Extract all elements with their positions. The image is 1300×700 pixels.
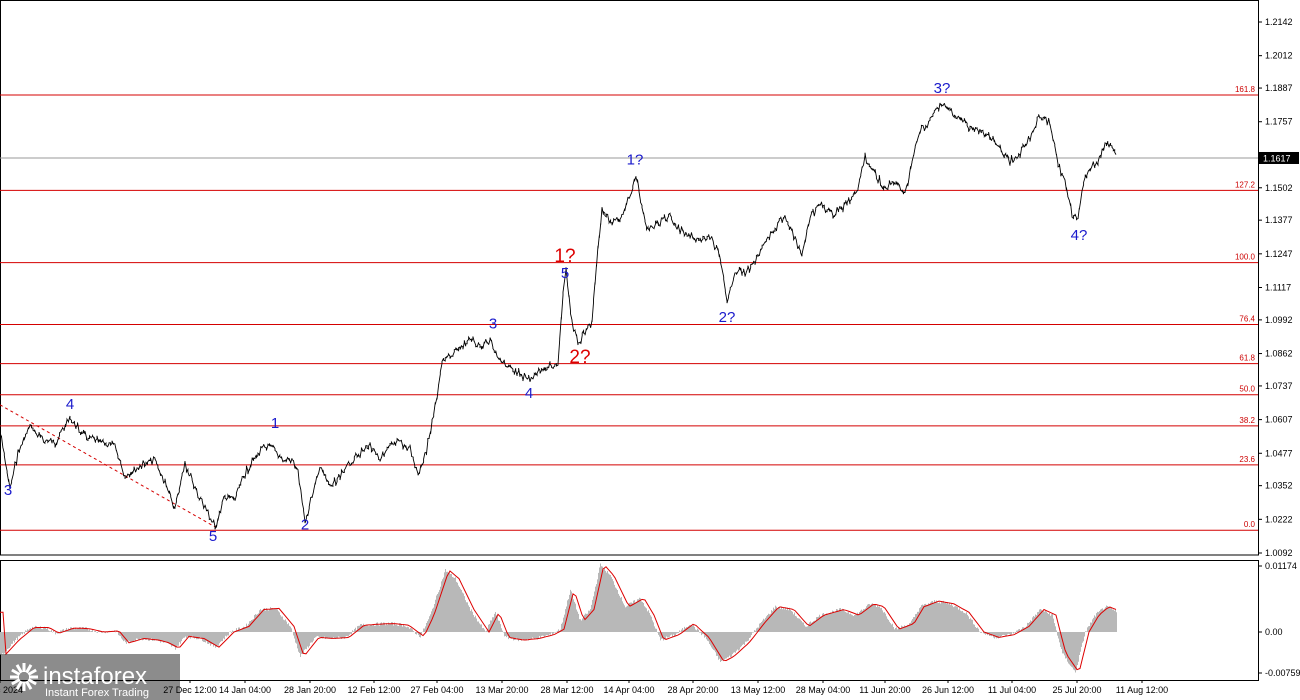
price-axis-label: 1.1377 bbox=[1265, 215, 1293, 225]
trend-line bbox=[0, 404, 216, 528]
time-axis-label: 12 Feb 12:00 bbox=[347, 685, 400, 695]
wave-label: 5 bbox=[209, 528, 217, 545]
wave-label: 5 bbox=[561, 265, 569, 282]
price-axis-label: 1.0862 bbox=[1265, 349, 1293, 359]
wave-label: 2 bbox=[301, 517, 309, 534]
time-axis-label: 11 Aug 12:00 bbox=[1116, 685, 1168, 695]
price-axis-label: 1.2142 bbox=[1265, 17, 1293, 27]
osc-axis-label: -0.00759 bbox=[1265, 668, 1300, 678]
logo-tagline: Instant Forex Trading bbox=[45, 687, 149, 699]
time-axis-label: 14 Jan 04:00 bbox=[219, 685, 271, 695]
price-axis-label: 1.0092 bbox=[1265, 548, 1293, 558]
time-axis-label: 13 Mar 20:00 bbox=[475, 685, 528, 695]
logo-ray bbox=[11, 668, 21, 676]
price-pane-border bbox=[0, 0, 1259, 556]
logo-ray bbox=[25, 680, 33, 690]
price-axis-label: 1.1757 bbox=[1265, 117, 1293, 127]
wave-label: 3 bbox=[489, 315, 497, 332]
fib-level-label: 161.8 bbox=[1235, 85, 1256, 94]
price-axis-label: 1.1117 bbox=[1265, 283, 1291, 293]
logo-ray bbox=[15, 680, 23, 690]
fib-level-label: 50.0 bbox=[1239, 385, 1255, 394]
price-pane: 1.21421.20121.18871.17571.16271.15021.13… bbox=[0, 0, 1299, 558]
time-axis-label: 14 Apr 04:00 bbox=[603, 685, 654, 695]
time-axis-label: 11 Jun 20:00 bbox=[859, 685, 910, 695]
price-axis-label: 1.2012 bbox=[1265, 51, 1293, 61]
logo-ray bbox=[11, 678, 21, 686]
price-axis-label: 1.1887 bbox=[1265, 83, 1293, 93]
price-axis-label: 1.0477 bbox=[1265, 448, 1293, 458]
fib-level-label: 38.2 bbox=[1239, 416, 1255, 425]
price-axis-label: 1.0737 bbox=[1265, 381, 1293, 391]
osc-signal-line bbox=[0, 566, 1117, 671]
wave-label: 4 bbox=[66, 396, 74, 413]
wave-label: 1? bbox=[554, 246, 575, 267]
price-series-line bbox=[0, 102, 1117, 530]
current-price-label: 1.1617 bbox=[1263, 153, 1291, 163]
logo-ray bbox=[27, 668, 37, 676]
time-axis-label: 28 Apr 20:00 bbox=[667, 685, 718, 695]
fib-level-label: 23.6 bbox=[1239, 455, 1255, 464]
time-axis-label: 27 Dec 12:00 bbox=[163, 685, 217, 695]
logo-ray bbox=[27, 678, 37, 686]
price-axis-label: 1.0222 bbox=[1265, 514, 1293, 524]
wave-label: 3 bbox=[4, 482, 12, 499]
wave-label: 2? bbox=[719, 309, 736, 326]
price-axis-label: 1.0607 bbox=[1265, 415, 1293, 425]
wave-label: 3? bbox=[934, 80, 951, 97]
price-axis-label: 1.1247 bbox=[1265, 249, 1293, 259]
time-axis-label: 26 Jun 12:00 bbox=[922, 685, 974, 695]
time-axis-label: 28 Mar 12:00 bbox=[540, 685, 593, 695]
logo-ray bbox=[25, 664, 33, 674]
time-axis-label: 27 Feb 04:00 bbox=[410, 685, 463, 695]
fib-level-label: 61.8 bbox=[1239, 354, 1255, 363]
time-axis-label: 11 Jul 04:00 bbox=[988, 685, 1036, 695]
wave-label: 4? bbox=[1071, 227, 1088, 244]
fib-level-label: 127.2 bbox=[1235, 180, 1256, 189]
fib-level-label: 0.0 bbox=[1244, 520, 1256, 529]
time-axis-label: 28 May 04:00 bbox=[796, 685, 851, 695]
wave-label: 4 bbox=[525, 385, 533, 402]
fib-level-label: 100.0 bbox=[1235, 253, 1256, 262]
logo-ray bbox=[15, 664, 23, 674]
current-price-badge bbox=[1259, 151, 1299, 164]
time-axis-label: 13 May 12:00 bbox=[731, 685, 786, 695]
osc-axis-label: 0.00 bbox=[1265, 627, 1283, 637]
wave-label: 1? bbox=[627, 152, 644, 169]
time-axis-label: 25 Jul 20:00 bbox=[1052, 685, 1101, 695]
oscillator-pane: 0.01174 0.00 -0.00759 bbox=[0, 560, 1300, 681]
price-axis-label: 1.0992 bbox=[1265, 315, 1293, 325]
osc-axis-label: 0.01174 bbox=[1265, 561, 1297, 571]
logo-icon bbox=[10, 663, 38, 691]
fib-level-label: 76.4 bbox=[1239, 315, 1255, 324]
price-axis-label: 1.1502 bbox=[1265, 183, 1293, 193]
price-axis-label: 1.0352 bbox=[1265, 481, 1293, 491]
wave-label: 2? bbox=[569, 347, 590, 368]
wave-label: 1 bbox=[271, 415, 279, 432]
time-axis-label: 2 Dec 2024 bbox=[0, 685, 23, 695]
time-axis-label: 28 Jan 20:00 bbox=[284, 685, 336, 695]
logo-name: instaforex bbox=[43, 663, 147, 690]
